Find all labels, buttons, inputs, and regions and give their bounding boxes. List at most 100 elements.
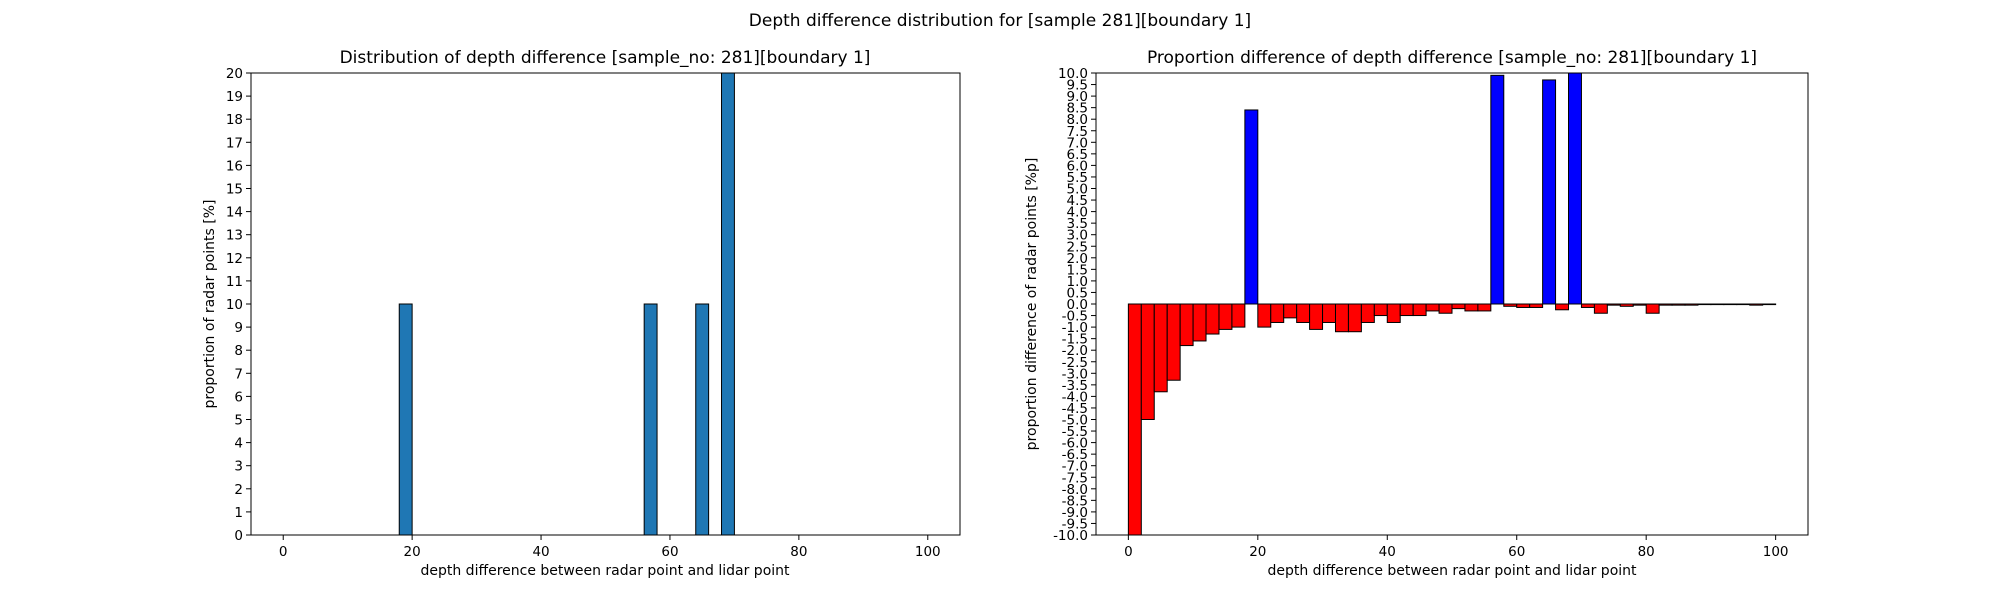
left-chart-ylabel: proportion of radar points [%] — [202, 199, 218, 408]
right-chart-ytick-label: -8.0 — [1062, 482, 1088, 498]
right-chart-ytick-label: -0.5 — [1062, 309, 1088, 325]
right-chart-bar — [1516, 303, 1531, 308]
right-chart-ytick-label: 5.0 — [1067, 182, 1088, 198]
right-chart-bar — [1723, 303, 1738, 306]
right-chart-bar — [1580, 303, 1595, 308]
left-chart-xtick-label: 40 — [532, 544, 549, 560]
right-chart-ytick-label: 8.5 — [1067, 101, 1088, 117]
right-chart-xtick-label: 100 — [1763, 544, 1789, 560]
right-chart-bar — [1153, 303, 1168, 393]
right-chart-ytick-label: 1.0 — [1067, 274, 1088, 290]
left-chart-xlabel: depth difference between radar point and… — [420, 563, 790, 579]
right-chart-ytick-label: -6.5 — [1062, 447, 1088, 463]
right-chart-bar — [1490, 74, 1505, 305]
right-chart-ytick-label: 7.5 — [1067, 124, 1088, 140]
right-chart-bar — [1205, 303, 1220, 335]
right-chart-ytick-label: -5.5 — [1062, 424, 1088, 440]
left-chart-bars — [398, 72, 735, 536]
right-chart-bar — [1438, 303, 1453, 314]
right-chart-bar — [1749, 303, 1764, 306]
left-chart-ytick-label: 15 — [226, 182, 243, 198]
right-chart-bar — [1464, 303, 1479, 312]
left-chart-ytick-label: 5 — [234, 413, 243, 429]
right-chart-ytick-label: 3.5 — [1067, 216, 1088, 232]
right-chart-xtick-label: 20 — [1249, 544, 1266, 560]
right-chart-ytick-label: -7.0 — [1062, 459, 1088, 475]
right-chart-bar — [1542, 79, 1557, 305]
right-chart-ytick-label: -8.5 — [1062, 493, 1088, 509]
right-chart-title: Proportion difference of depth differenc… — [1147, 48, 1757, 68]
left-chart-bar — [643, 303, 658, 536]
left-chart-xtick-label: 100 — [915, 544, 941, 560]
right-chart-ytick-label: -9.5 — [1062, 516, 1088, 532]
right-chart-ytick-label: 6.0 — [1067, 158, 1088, 174]
left-chart-bar — [398, 303, 413, 536]
right-chart-bar — [1166, 303, 1181, 381]
right-chart-ytick-label: 5.5 — [1067, 170, 1088, 186]
left-chart-ytick-label: 2 — [234, 482, 243, 498]
left-chart-ytick-label: 6 — [234, 389, 243, 405]
left-chart-bar — [721, 72, 735, 536]
right-chart-bar — [1425, 303, 1440, 312]
right-chart-ytick-label: 4.5 — [1067, 193, 1088, 209]
left-chart-ytick-label: 1 — [234, 505, 243, 521]
right-chart-ytick-label: -1.0 — [1062, 320, 1088, 336]
right-chart-bar — [1710, 303, 1725, 306]
left-chart-ytick-label: 13 — [226, 228, 243, 244]
right-chart-bar — [1231, 303, 1246, 328]
right-chart-bar — [1218, 303, 1233, 330]
right-chart: Proportion difference of depth differenc… — [1024, 48, 1809, 579]
left-chart-ytick-label: 7 — [234, 366, 243, 382]
right-chart-ytick-label: -9.0 — [1062, 505, 1088, 521]
right-chart-xtick-label: 40 — [1379, 544, 1396, 560]
right-chart-bar — [1399, 303, 1414, 317]
right-chart-ytick-label: 2.0 — [1067, 251, 1088, 267]
left-chart-ytick-label: 4 — [234, 436, 243, 452]
left-chart-ytick-label: 11 — [226, 274, 243, 290]
right-chart-bar — [1347, 303, 1362, 333]
right-chart-bar — [1632, 303, 1647, 306]
right-chart-bar — [1373, 303, 1388, 317]
left-chart-ytick-label: 12 — [226, 251, 243, 267]
right-chart-ytick-label: -10.0 — [1053, 528, 1088, 544]
left-chart-xtick-label: 0 — [279, 544, 288, 560]
right-chart-ytick-label: -3.0 — [1062, 366, 1088, 382]
left-chart-ytick-label: 16 — [226, 158, 243, 174]
left-chart-bar — [695, 303, 710, 536]
right-chart-bar — [1244, 109, 1259, 305]
right-chart-ytick-label: 6.5 — [1067, 147, 1088, 163]
right-chart-ytick-label: -6.0 — [1062, 436, 1088, 452]
right-chart-bar — [1619, 303, 1634, 307]
right-chart-ytick-label: 10.0 — [1058, 66, 1088, 82]
left-chart-xtick-label: 80 — [790, 544, 807, 560]
right-chart-bar — [1593, 303, 1608, 314]
right-chart-bar — [1179, 303, 1194, 347]
right-chart-bar — [1192, 303, 1207, 342]
left-chart-plot-frame — [250, 72, 961, 536]
right-chart-bars — [1127, 72, 1777, 536]
left-chart-ytick-label: 14 — [226, 205, 243, 221]
left-chart-ytick-label: 10 — [226, 297, 243, 313]
right-chart-bar — [1606, 303, 1621, 306]
right-chart-bar — [1309, 303, 1324, 330]
right-chart-ytick-label: 0.5 — [1067, 285, 1088, 301]
right-chart-bar — [1412, 303, 1427, 317]
right-chart-bar — [1658, 303, 1673, 306]
right-chart-xtick-label: 60 — [1508, 544, 1525, 560]
right-chart-ytick-label: 4.0 — [1067, 205, 1088, 221]
left-chart-title: Distribution of depth difference [sample… — [340, 48, 871, 68]
left-chart-ytick-label: 17 — [226, 135, 243, 151]
left-chart-ytick-label: 9 — [234, 320, 243, 336]
right-chart-xtick-label: 0 — [1124, 544, 1133, 560]
right-chart-ytick-label: 8.0 — [1067, 112, 1088, 128]
right-chart-bar — [1568, 72, 1582, 305]
right-chart-ytick-label: -1.5 — [1062, 332, 1088, 348]
right-chart-ytick-label: -2.5 — [1062, 355, 1088, 371]
right-chart-bar — [1257, 303, 1272, 328]
right-chart-bar — [1555, 303, 1570, 311]
right-chart-bar — [1127, 303, 1142, 536]
right-chart-ytick-label: 7.0 — [1067, 135, 1088, 151]
right-chart-bar — [1671, 303, 1686, 306]
right-chart-ytick-label: 1.5 — [1067, 262, 1088, 278]
right-chart-bar — [1270, 303, 1285, 323]
